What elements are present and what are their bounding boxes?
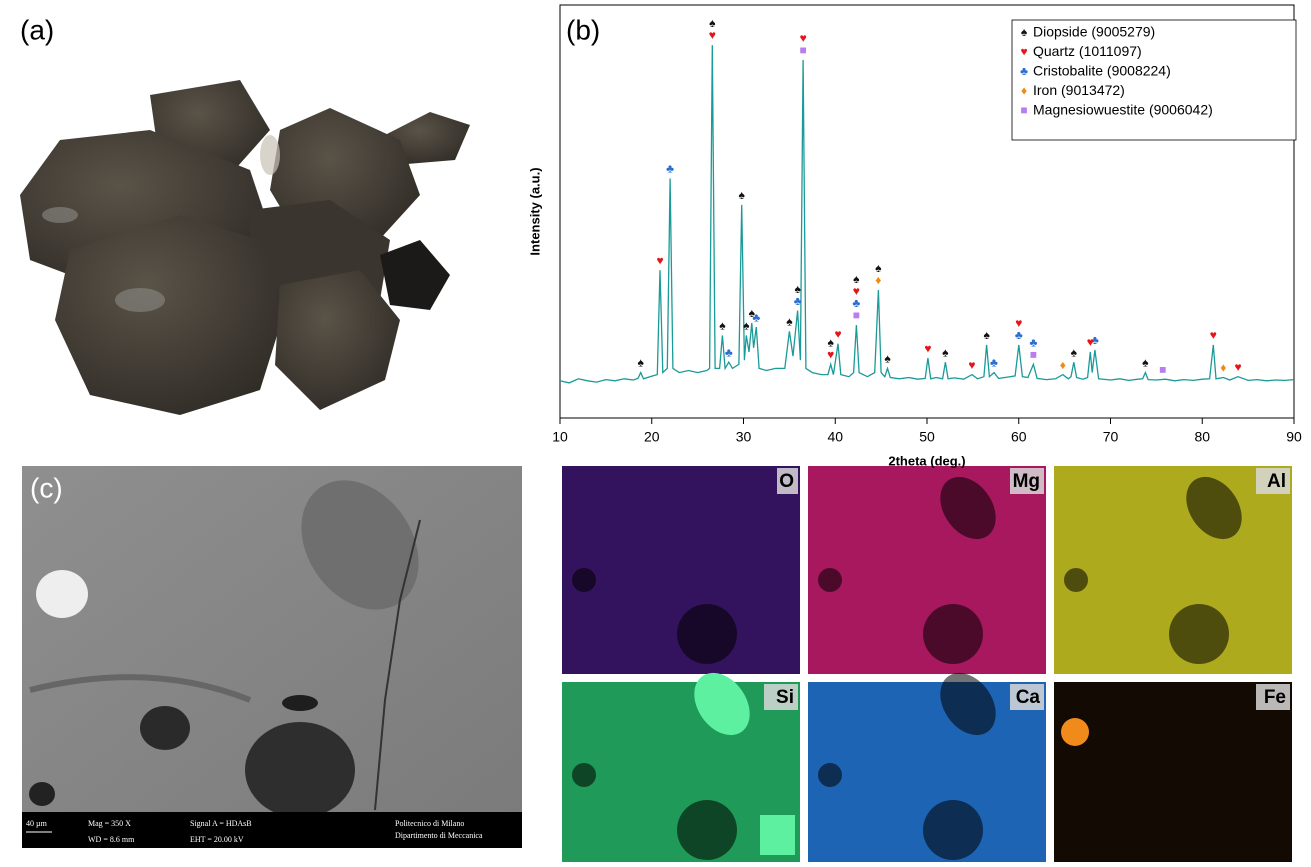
peak-marker: ♠ [749, 306, 756, 320]
peak-marker: ♣ [666, 162, 674, 176]
legend-label: Iron (9013472) [1033, 82, 1125, 98]
peak-marker: ♣ [725, 345, 733, 359]
element-label: Fe [1264, 687, 1286, 708]
peak-marker: ■ [853, 308, 860, 322]
legend-symbol: ♥ [1020, 45, 1027, 59]
x-tick-label: 40 [827, 429, 843, 445]
element-label: O [779, 471, 794, 492]
panel-label: (c) [30, 472, 63, 503]
x-tick-label: 90 [1286, 429, 1302, 445]
peak-marker: ♠ [794, 282, 801, 296]
peak-marker: ♥ [853, 284, 860, 298]
peak-marker: ♠ [1071, 345, 1078, 359]
sem-info: Mag = 350 X [88, 819, 131, 828]
peak-marker: ♥ [834, 327, 841, 341]
sem-info: WD = 8.6 mm [88, 835, 135, 844]
legend-symbol: ♣ [1020, 64, 1028, 78]
eds-maps [562, 466, 1292, 862]
peak-marker: ♥ [1015, 316, 1022, 330]
legend-label: Cristobalite (9008224) [1033, 63, 1171, 79]
peak-marker: ♠ [786, 314, 793, 328]
peak-marker: ♥ [1087, 335, 1094, 349]
peak-marker: ♥ [656, 253, 663, 267]
peak-marker: ♣ [794, 294, 802, 308]
peak-marker: ♠ [638, 356, 645, 370]
x-tick-label: 70 [1103, 429, 1119, 445]
sem-info: 40 µm [26, 819, 48, 828]
legend-label: Quartz (1011097) [1033, 43, 1142, 59]
peak-marker: ♠ [738, 188, 745, 202]
element-label: Mg [1013, 471, 1040, 492]
peak-marker: ♠ [719, 319, 726, 333]
sem-info: EHT = 20.00 kV [190, 835, 244, 844]
sem-info: Politecnico di Milano [395, 819, 464, 828]
peak-marker: ♦ [875, 273, 881, 287]
peak-marker: ♥ [1210, 328, 1217, 342]
panel-label: (a) [20, 14, 54, 45]
peak-marker: ♠ [1142, 356, 1149, 370]
peak-marker: ■ [1159, 362, 1166, 376]
peak-marker: ♥ [924, 341, 931, 355]
legend-symbol: ♠ [1021, 25, 1028, 39]
element-label: Ca [1016, 687, 1041, 708]
peak-marker: ♠ [942, 345, 949, 359]
figure: (a) (b) (c) 10 20 30 40 50 60 70 80 90 2theta (deg.)… [0, 0, 1311, 862]
peak-marker: ♥ [1234, 360, 1241, 374]
peak-marker: ♠ [875, 261, 882, 275]
panel-label: (b) [566, 14, 600, 45]
legend-label: Diopside (9005279) [1033, 24, 1155, 40]
x-tick-label: 60 [1011, 429, 1027, 445]
x-tick-label: 10 [552, 429, 568, 445]
sem-info: Signal A = HDAsB [190, 819, 252, 828]
peak-marker: ♣ [1029, 335, 1037, 349]
peak-marker: ♠ [983, 328, 990, 342]
peak-marker: ♥ [709, 28, 716, 42]
legend-symbol: ♦ [1021, 84, 1027, 98]
x-axis-label: 2theta (deg.) [888, 453, 965, 468]
sem-image [22, 458, 522, 848]
sem-info: Dipartimento di Meccanica [395, 831, 483, 840]
peak-marker: ■ [1030, 347, 1037, 361]
y-axis-label: Intensity (a.u.) [527, 167, 542, 255]
peak-marker: ♦ [1060, 358, 1066, 372]
peak-marker: ♥ [968, 358, 975, 372]
peak-marker: ♦ [1220, 361, 1226, 375]
peak-marker: ♣ [990, 356, 998, 370]
element-label: Si [776, 687, 794, 708]
peak-marker: ♣ [852, 296, 860, 310]
element-label: Al [1267, 471, 1286, 492]
peak-marker: ♥ [800, 31, 807, 45]
peak-marker: ♠ [853, 272, 860, 286]
x-tick-label: 50 [919, 429, 935, 445]
peak-marker: ■ [800, 43, 807, 57]
legend-label: Magnesiowuestite (9006042) [1033, 102, 1213, 118]
peak-marker: ♥ [827, 347, 834, 361]
legend-symbol: ■ [1020, 103, 1027, 117]
peak-marker: ♠ [884, 352, 891, 366]
peak-marker: ♠ [709, 16, 716, 30]
x-tick-label: 80 [1194, 429, 1210, 445]
peak-marker: ♣ [1015, 328, 1023, 342]
x-tick-label: 20 [644, 429, 660, 445]
peak-marker: ♠ [743, 319, 750, 333]
peak-marker: ♠ [827, 335, 834, 349]
x-tick-label: 30 [736, 429, 752, 445]
rock-photo [20, 80, 470, 415]
